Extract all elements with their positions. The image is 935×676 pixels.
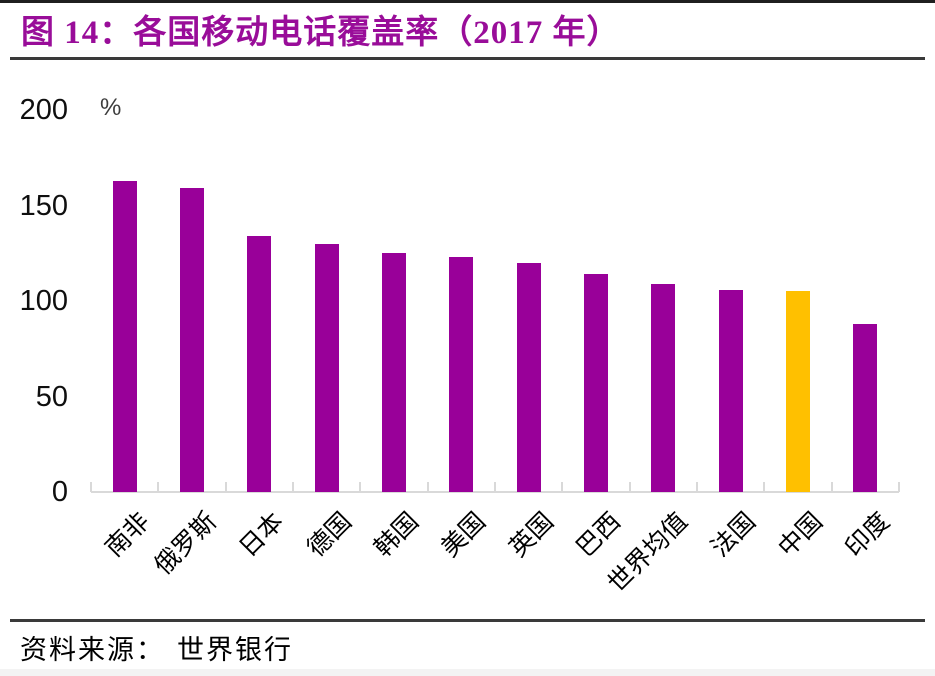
bar-法国: [718, 289, 743, 492]
source-divider-line: [10, 619, 925, 622]
x-category-label: 德国: [302, 507, 357, 563]
x-axis-tick: [359, 482, 361, 492]
top-border-line: [0, 0, 935, 3]
source-value: 世界银行: [177, 635, 293, 665]
title-divider-line: [10, 57, 925, 60]
x-category-label: 韩国: [369, 507, 425, 563]
source-note: 资料来源： 世界银行: [20, 628, 293, 667]
x-category-label: 美国: [436, 507, 492, 563]
y-tick-label: 150: [19, 189, 68, 222]
bar-韩国: [382, 253, 406, 492]
x-axis-tick: [90, 482, 92, 492]
y-tick-label: 50: [35, 380, 68, 413]
bar-世界均值: [651, 283, 676, 492]
x-category-label: 法国: [706, 507, 761, 563]
x-category-label: 英国: [504, 507, 559, 563]
bar-印度: [853, 323, 878, 492]
bar-俄罗斯: [180, 188, 204, 492]
y-tick-label: 200: [19, 94, 68, 126]
bar-德国: [314, 243, 339, 492]
x-axis-tick: [898, 482, 900, 492]
bar-南非: [112, 180, 137, 492]
x-axis-tick: [696, 482, 698, 492]
x-axis-tick: [292, 482, 294, 492]
bar-巴西: [584, 274, 608, 492]
x-category-label: 日本: [234, 507, 290, 563]
figure-title: 图 14：各国移动电话覆盖率（2017 年）: [21, 15, 621, 51]
x-axis-tick: [831, 482, 833, 492]
bar-中国: [786, 291, 810, 492]
x-axis-tick: [157, 482, 159, 492]
bar-英国: [516, 262, 541, 492]
bar-日本: [247, 236, 272, 492]
y-axis-unit-label: %: [100, 94, 122, 121]
x-axis-tick: [427, 482, 429, 492]
source-label: 资料来源：: [20, 635, 165, 665]
y-tick-label: 0: [51, 476, 68, 508]
x-axis-tick: [629, 482, 631, 492]
x-axis-tick: [225, 482, 227, 492]
x-category-label: 中国: [773, 507, 829, 563]
x-category-label: 俄罗斯: [149, 507, 223, 581]
x-axis-tick: [561, 482, 563, 492]
y-tick-label: 100: [19, 285, 68, 317]
x-category-label: 印度: [840, 507, 896, 563]
x-axis-tick: [494, 482, 496, 492]
bar-美国: [449, 257, 474, 492]
bottom-strip: [0, 669, 935, 676]
x-axis-line: [91, 491, 899, 493]
x-axis-tick: [763, 482, 765, 492]
